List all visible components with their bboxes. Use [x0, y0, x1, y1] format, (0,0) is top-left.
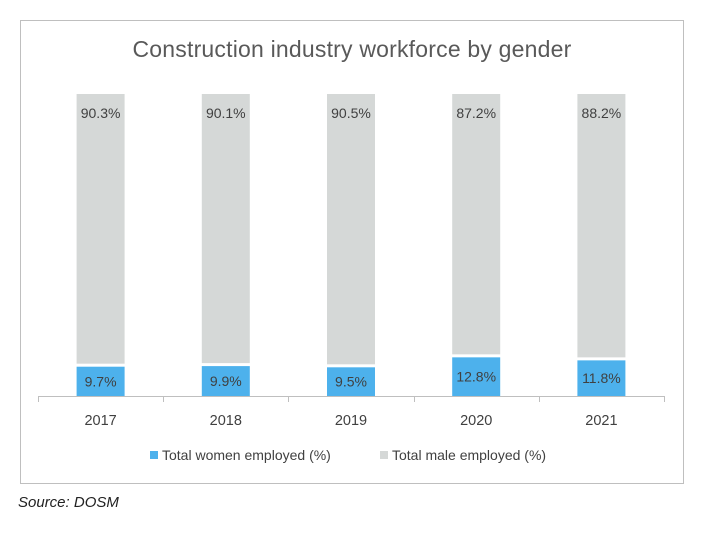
bar-women-2018 [201, 366, 250, 396]
bar-women-2017 [76, 366, 125, 396]
x-tick-label-2020: 2020 [460, 413, 492, 429]
bar-women-2020 [452, 357, 501, 396]
data-label-male-2018: 90.1% [206, 105, 246, 121]
bar-women-2019 [327, 367, 375, 396]
legend-male-label: Total male employed (%) [392, 447, 546, 463]
x-tick-label-2019: 2019 [335, 413, 367, 429]
bar-male-2021 [577, 94, 626, 358]
bar-male-2019 [327, 94, 375, 365]
x-tick-label-2021: 2021 [585, 413, 617, 429]
data-label-male-2017: 90.3% [81, 105, 121, 121]
data-label-women-2017: 9.7% [85, 373, 117, 389]
legend-women-swatch [150, 451, 158, 459]
data-label-male-2021: 88.2% [582, 105, 622, 121]
legend-women-label: Total women employed (%) [162, 447, 331, 463]
chart-title: Construction industry workforce by gende… [132, 36, 572, 62]
data-label-women-2021: 11.8% [582, 370, 621, 386]
data-label-women-2018: 9.9% [210, 373, 242, 389]
bar-male-2018 [201, 94, 250, 364]
data-label-male-2020: 87.2% [456, 105, 496, 121]
data-label-women-2020: 12.8% [456, 369, 496, 385]
data-label-women-2019: 9.5% [335, 374, 367, 390]
data-label-male-2019: 90.5% [331, 105, 371, 121]
x-tick-label-2017: 2017 [84, 413, 116, 429]
legend-male-swatch [380, 451, 388, 459]
x-tick-label-2018: 2018 [210, 413, 242, 429]
bar-women-2021 [577, 360, 626, 396]
bar-male-2020 [452, 94, 501, 355]
bar-male-2017 [76, 94, 125, 364]
source-note: Source: DOSM [18, 494, 119, 511]
